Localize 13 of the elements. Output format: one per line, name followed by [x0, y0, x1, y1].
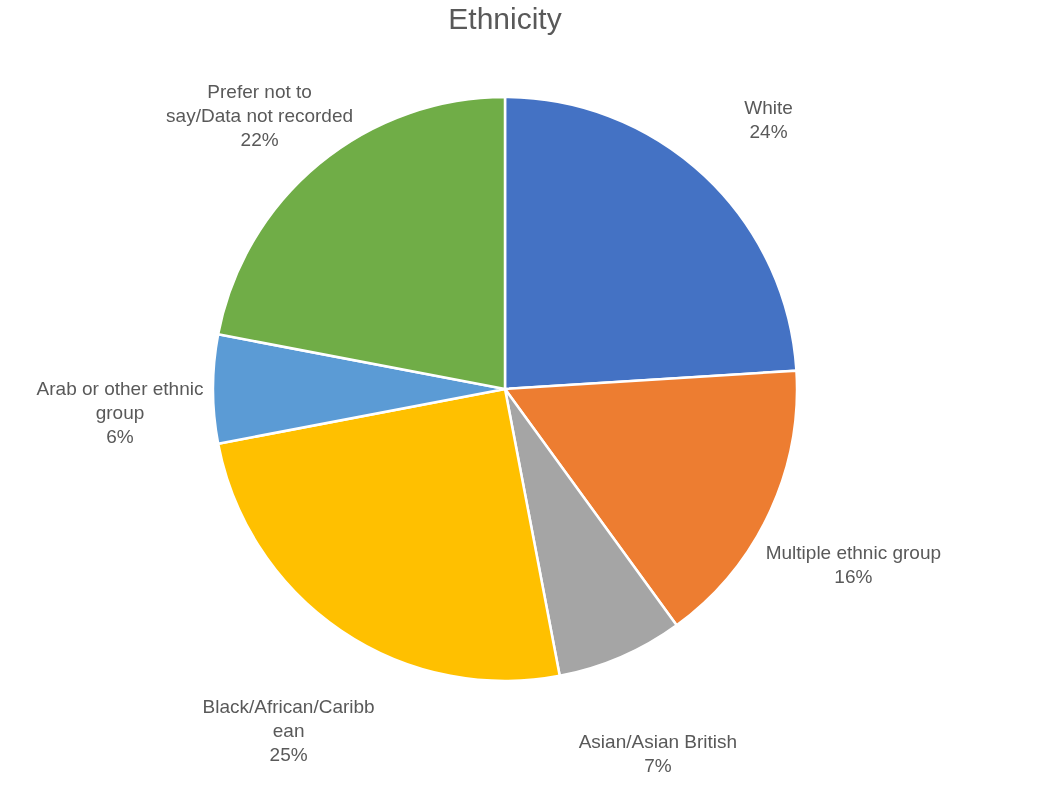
slice-label: Prefer not to say/Data not recorded [166, 81, 354, 127]
slice-label: Arab or other ethnic group [36, 378, 204, 423]
data-label: 25% [269, 744, 308, 766]
data-label: 22% [240, 129, 279, 151]
chart-title: Ethnicity [448, 2, 562, 35]
data-label: 6% [106, 426, 134, 447]
data-label: 7% [644, 755, 672, 777]
data-label: 24% [749, 121, 788, 143]
slice-label: White [744, 97, 793, 119]
slice-label: Asian/Asian British [578, 731, 738, 753]
data-label: 16% [834, 565, 873, 587]
slice-label: Multiple ethnic group [765, 541, 942, 563]
slice-label: Black/African/Caribbean [202, 696, 375, 742]
